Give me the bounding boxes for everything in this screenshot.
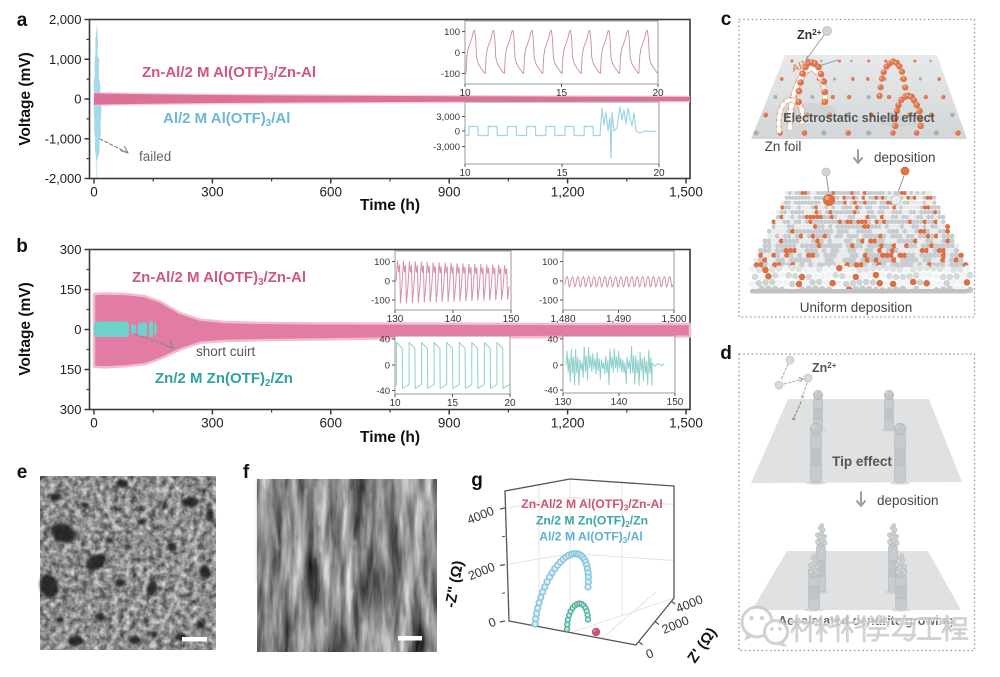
svg-text:-3,000: -3,000 xyxy=(433,142,460,153)
svg-text:150: 150 xyxy=(667,397,684,408)
svg-text:10: 10 xyxy=(389,398,401,409)
svg-text:Voltage (mV): Voltage (mV) xyxy=(17,282,34,376)
svg-text:Zn foil: Zn foil xyxy=(765,139,802,154)
svg-text:-1,000: -1,000 xyxy=(45,131,82,146)
svg-text:100: 100 xyxy=(444,27,460,38)
svg-text:20: 20 xyxy=(652,88,664,99)
svg-text:-40: -40 xyxy=(544,386,558,397)
svg-text:Uniform deposition: Uniform deposition xyxy=(800,300,913,315)
svg-text:140: 140 xyxy=(611,397,628,408)
svg-text:b: b xyxy=(16,236,28,257)
svg-text:1,200: 1,200 xyxy=(551,185,585,200)
svg-text:3,000: 3,000 xyxy=(436,112,460,123)
svg-text:f: f xyxy=(243,462,250,483)
svg-text:0: 0 xyxy=(74,92,81,107)
svg-text:0: 0 xyxy=(553,361,558,372)
svg-text:c: c xyxy=(721,9,732,30)
svg-text:-100: -100 xyxy=(441,69,460,80)
svg-text:Zn-Al/2 M Al(OTF)3/Zn-Al: Zn-Al/2 M Al(OTF)3/Zn-Al xyxy=(142,64,316,83)
svg-text:150: 150 xyxy=(60,362,82,377)
svg-text:short cuirt: short cuirt xyxy=(196,344,256,359)
svg-text:20: 20 xyxy=(653,168,665,179)
svg-text:0: 0 xyxy=(644,646,656,662)
svg-text:0: 0 xyxy=(455,127,460,138)
svg-text:0: 0 xyxy=(553,277,558,288)
svg-text:Al/2 M Al(OTF)3/Al: Al/2 M Al(OTF)3/Al xyxy=(163,110,290,129)
svg-text:100: 100 xyxy=(374,257,390,268)
svg-text:1,480: 1,480 xyxy=(550,314,575,325)
svg-text:1,500: 1,500 xyxy=(669,185,703,200)
svg-text:130: 130 xyxy=(387,314,404,325)
svg-text:0: 0 xyxy=(90,416,98,431)
svg-text:150: 150 xyxy=(503,314,520,325)
svg-text:600: 600 xyxy=(320,185,343,200)
svg-text:deposition: deposition xyxy=(874,150,936,165)
svg-text:140: 140 xyxy=(445,314,462,325)
svg-text:0: 0 xyxy=(74,322,81,337)
svg-text:failed: failed xyxy=(139,149,171,164)
svg-text:1,500: 1,500 xyxy=(669,416,703,431)
svg-text:0: 0 xyxy=(90,185,98,200)
svg-text:300: 300 xyxy=(201,416,224,431)
svg-text:0: 0 xyxy=(486,615,498,631)
svg-text:1,200: 1,200 xyxy=(551,416,585,431)
svg-text:-2,000: -2,000 xyxy=(45,171,82,186)
svg-text:0: 0 xyxy=(385,277,390,288)
svg-text:Zn/2 M Zn(OTF)2/Zn: Zn/2 M Zn(OTF)2/Zn xyxy=(536,514,648,530)
svg-text:10: 10 xyxy=(459,88,471,99)
svg-text:Zn/2 M Zn(OTF)2/Zn: Zn/2 M Zn(OTF)2/Zn xyxy=(155,370,293,389)
svg-text:Voltage (mV): Voltage (mV) xyxy=(17,52,34,146)
svg-text:-100: -100 xyxy=(371,296,390,307)
svg-text:100: 100 xyxy=(542,257,558,268)
svg-text:40: 40 xyxy=(379,335,390,346)
svg-text:15: 15 xyxy=(556,88,568,99)
svg-text:130: 130 xyxy=(555,397,572,408)
svg-text:10: 10 xyxy=(459,168,471,179)
svg-text:0: 0 xyxy=(385,361,390,372)
svg-text:Al/2 M Al(OTF)3/Al: Al/2 M Al(OTF)3/Al xyxy=(539,530,643,546)
svg-text:150: 150 xyxy=(60,282,82,297)
svg-text:Zn-Al/2 M Al(OTF)3/Zn-Al: Zn-Al/2 M Al(OTF)3/Zn-Al xyxy=(521,497,662,513)
svg-text:15: 15 xyxy=(556,168,568,179)
svg-text:600: 600 xyxy=(320,416,343,431)
svg-text:e: e xyxy=(17,462,28,483)
svg-text:Zn-Al/2 M Al(OTF)3/Zn-Al: Zn-Al/2 M Al(OTF)3/Zn-Al xyxy=(132,269,306,288)
svg-text:1,500: 1,500 xyxy=(661,314,686,325)
svg-text:300: 300 xyxy=(201,185,224,200)
svg-text:a: a xyxy=(17,10,28,31)
svg-text:300: 300 xyxy=(60,242,82,257)
svg-text:Time (h): Time (h) xyxy=(360,429,420,446)
svg-text:deposition: deposition xyxy=(877,493,939,508)
svg-text:Electrostatic shield effect: Electrostatic shield effect xyxy=(783,111,935,125)
svg-text:0: 0 xyxy=(455,48,460,59)
svg-text:1,490: 1,490 xyxy=(606,314,631,325)
svg-text:Tip effect: Tip effect xyxy=(832,454,892,469)
svg-text:300: 300 xyxy=(60,402,82,417)
svg-text:2,000: 2,000 xyxy=(49,12,82,27)
svg-text:-100: -100 xyxy=(539,296,558,307)
svg-text:-40: -40 xyxy=(376,386,390,397)
svg-text:g: g xyxy=(471,470,483,491)
svg-text:15: 15 xyxy=(447,398,459,409)
svg-text:Time (h): Time (h) xyxy=(360,197,420,214)
svg-text:900: 900 xyxy=(438,416,461,431)
svg-text:d: d xyxy=(720,343,732,364)
svg-text:1,000: 1,000 xyxy=(49,52,82,67)
svg-text:40: 40 xyxy=(547,335,558,346)
svg-text:900: 900 xyxy=(438,185,461,200)
svg-text:20: 20 xyxy=(504,398,516,409)
